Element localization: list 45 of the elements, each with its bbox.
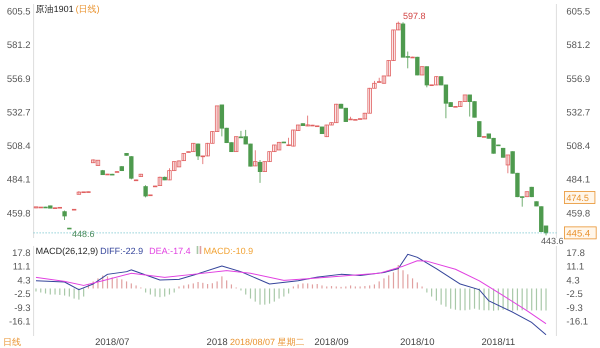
y2-tick-label: 508.4 bbox=[566, 141, 590, 152]
y-tick-label: -9.3 bbox=[14, 302, 31, 314]
text: DEA:-17.4 bbox=[149, 246, 191, 256]
legend-label: MACD:-10.9 bbox=[204, 246, 254, 256]
y2-tick-label: 4.3 bbox=[566, 275, 580, 286]
chart-title: MACD(26,12,9) bbox=[36, 246, 98, 256]
chart-subtitle: (日线) bbox=[76, 4, 100, 14]
y-tick-label: 11.1 bbox=[12, 262, 31, 273]
y-tick-label: 17.8 bbox=[12, 248, 31, 259]
y2-tick-label: 484.1 bbox=[566, 174, 590, 186]
text: 474.5 bbox=[566, 193, 589, 203]
ref-line-label: 445.4 bbox=[566, 228, 590, 240]
annotation: 443.6 bbox=[541, 236, 564, 246]
annotation: 2018/08/07 星期二 bbox=[230, 337, 305, 347]
x-tick-label: 2018/10 bbox=[400, 337, 434, 348]
y2-tick-label: 556.9 bbox=[566, 74, 590, 85]
x-tick-label: 2018/11 bbox=[482, 337, 516, 348]
y2-tick-label: 605.5 bbox=[566, 6, 590, 18]
y-tick-label: -16.1 bbox=[8, 316, 31, 328]
y2-tick-label: 11.1 bbox=[566, 262, 584, 273]
y-tick-label: 556.9 bbox=[6, 74, 31, 85]
y-tick-label: 532.7 bbox=[6, 107, 31, 118]
line-series bbox=[35, 260, 547, 324]
y2-tick-label: -9.3 bbox=[566, 302, 583, 314]
y-tick-label: 508.4 bbox=[6, 141, 31, 152]
annotation: 597.8 bbox=[403, 11, 426, 21]
x-tick-label: 2018 bbox=[206, 337, 228, 348]
chart-title: 原油1901 bbox=[36, 4, 74, 14]
annotation: 448.6 bbox=[72, 229, 95, 239]
y-tick-label: 484.1 bbox=[6, 174, 31, 186]
y-tick-label: 581.2 bbox=[6, 40, 31, 52]
y2-tick-label: 17.8 bbox=[566, 248, 585, 259]
y2-tick-label: -16.1 bbox=[566, 316, 588, 328]
text: 日线 bbox=[3, 337, 21, 347]
y-tick-label: 605.5 bbox=[6, 6, 31, 18]
y-tick-label: -2.5 bbox=[14, 289, 31, 300]
x-tick-label: 2018/07 bbox=[95, 337, 130, 348]
y2-tick-label: -2.5 bbox=[566, 289, 583, 300]
series-label: DIFF:-22.9 bbox=[100, 246, 144, 256]
y-tick-label: 459.8 bbox=[6, 208, 31, 220]
y-tick-label: 4.3 bbox=[17, 275, 31, 286]
y2-tick-label: 581.2 bbox=[566, 40, 590, 52]
y2-tick-label: 532.7 bbox=[566, 107, 590, 118]
y2-tick-label: 459.8 bbox=[566, 208, 590, 220]
x-tick-label: 2018/09 bbox=[314, 337, 349, 348]
